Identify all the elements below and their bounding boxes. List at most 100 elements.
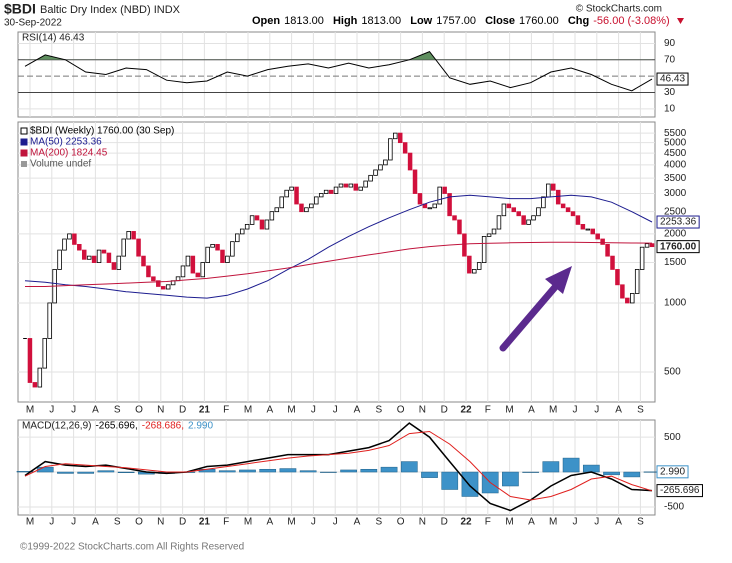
x-tick-label: F (485, 405, 491, 416)
x-tick-label: A (354, 517, 361, 528)
candle (284, 189, 289, 198)
x-tick-label: J (311, 405, 316, 416)
candle (437, 186, 442, 205)
candle (67, 233, 72, 240)
y-tick-label: 10 (664, 103, 676, 114)
y-tick-label: 3500 (664, 173, 687, 184)
x-tick-label: M (26, 517, 34, 528)
candle (378, 164, 383, 171)
candle (111, 262, 117, 270)
x-tick-label: S (114, 405, 121, 416)
histogram-bar (16, 471, 34, 473)
candle (649, 243, 655, 248)
candle (368, 174, 373, 182)
candle (467, 255, 472, 274)
candle (432, 203, 438, 209)
panel-frame (17, 419, 656, 516)
candle (590, 228, 596, 235)
candle (244, 224, 250, 230)
candle (239, 228, 245, 235)
x-tick-label: D (179, 405, 186, 416)
x-tick-label: J (333, 405, 338, 416)
candle (200, 262, 205, 278)
x-tick-label: M (244, 405, 252, 416)
quote-value: 1813.00 (284, 15, 324, 27)
candle (407, 152, 413, 171)
candle (101, 249, 107, 254)
x-tick-label: S (637, 405, 644, 416)
candle (516, 211, 521, 217)
candle (269, 211, 275, 221)
candle (630, 293, 635, 304)
candle (274, 207, 280, 213)
macd-line (24, 430, 653, 501)
legend-label: Volume undef (30, 159, 91, 170)
candle (215, 243, 220, 251)
candle (116, 255, 122, 270)
histogram-bar (299, 470, 317, 473)
candle (486, 233, 492, 237)
x-tick-label: A (266, 517, 273, 528)
y-tick-label: 2000 (664, 229, 687, 240)
x-tick-label: J (49, 405, 54, 416)
candle (496, 215, 502, 230)
candle (625, 297, 630, 304)
histogram-bar (36, 466, 54, 473)
change-value: -56.00 (-3.08%) (593, 15, 670, 27)
candle (511, 207, 517, 213)
candle (575, 215, 581, 225)
value-label-box (656, 484, 703, 498)
candle (551, 183, 556, 191)
candle (106, 252, 112, 263)
candle (264, 219, 270, 230)
y-tick-label: 500 (664, 367, 681, 378)
candle (600, 238, 605, 245)
panel-title: RSI(14) 46.43 (22, 33, 85, 44)
x-tick-label: S (375, 517, 382, 528)
macd-line (24, 422, 653, 512)
quote-label: Chg (567, 15, 590, 27)
histogram-bar (340, 469, 357, 473)
symbol: $BDI (4, 1, 36, 17)
histogram-bar (582, 464, 600, 473)
quote-label: High (332, 15, 358, 27)
value-label-box (656, 215, 700, 229)
histogram-bar (522, 471, 539, 473)
quote-label: Open (252, 15, 281, 27)
candle (156, 280, 161, 287)
x-tick-label: 22 (460, 405, 472, 416)
y-tick-label: 2500 (664, 206, 687, 217)
candle (634, 269, 640, 294)
candle (565, 207, 571, 213)
legend-label: MA(200) 1824.45 (30, 148, 108, 159)
histogram-bar (502, 471, 519, 487)
x-tick-label: N (419, 405, 426, 416)
x-tick-label: M (549, 405, 557, 416)
candle (141, 255, 146, 267)
candle (521, 215, 526, 225)
candle (506, 203, 512, 209)
candle (472, 269, 477, 274)
date: 30-Sep-2022 (4, 18, 62, 29)
x-tick-label: A (266, 405, 273, 416)
symbol-name: Baltic Dry Index (NBD) INDX (40, 4, 181, 16)
candle (136, 238, 141, 257)
x-tick-label: M (287, 405, 295, 416)
y-tick-label: 500 (664, 432, 681, 443)
x-tick-label: A (92, 517, 99, 528)
x-tick-label: M (244, 517, 252, 528)
candle (220, 249, 225, 263)
x-tick-label: J (594, 517, 599, 528)
y-tick-label: 90 (664, 38, 676, 49)
quote-line: Open 1813.00 High 1813.00 Low 1757.00 Close… (252, 15, 684, 27)
quote-label: Low (410, 15, 433, 27)
panel-frame (17, 121, 656, 403)
candle (639, 246, 645, 270)
value-label: -265.696 (660, 485, 700, 496)
candle (388, 138, 393, 161)
value-label-box (656, 465, 689, 479)
histogram-bar (218, 470, 236, 473)
y-tick-label: 30 (664, 87, 676, 98)
